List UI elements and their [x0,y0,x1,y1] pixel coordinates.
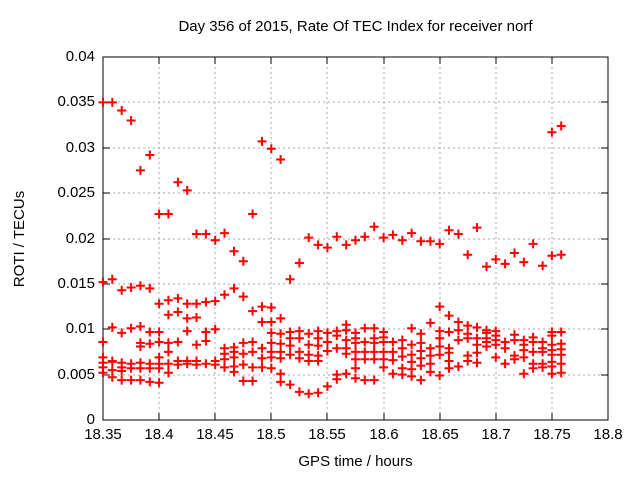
y-tick-label: 0.035 [57,93,95,110]
y-tick-label: 0.025 [57,184,95,201]
x-tick-label: 18.55 [308,426,346,443]
y-tick-label: 0.04 [65,48,95,65]
y-tick-label: 0.02 [65,230,95,247]
scatter-points [98,97,566,399]
y-tick-label: 0.03 [65,139,95,156]
y-tick-label: 0.005 [57,366,95,383]
y-tick-label: 0.01 [65,320,95,337]
x-axis-label: GPS time / hours [298,453,413,470]
x-tick-label: 18.6 [369,426,399,443]
tick-marks [102,56,609,421]
y-tick-label: 0 [86,411,95,428]
y-tick-label: 0.015 [57,275,95,292]
x-tick-label: 18.4 [144,426,174,443]
x-tick-label: 18.8 [593,426,623,443]
y-axis-label: ROTI / TECUs [11,190,28,288]
chart-title: Day 356 of 2015, Rate Of TEC Index for r… [178,18,533,35]
x-tick-label: 18.75 [533,426,571,443]
x-tick-label: 18.7 [481,426,511,443]
x-tick-label: 18.5 [256,426,286,443]
x-tick-label: 18.65 [421,426,459,443]
x-tick-label: 18.45 [196,426,234,443]
x-tick-label: 18.35 [84,426,122,443]
